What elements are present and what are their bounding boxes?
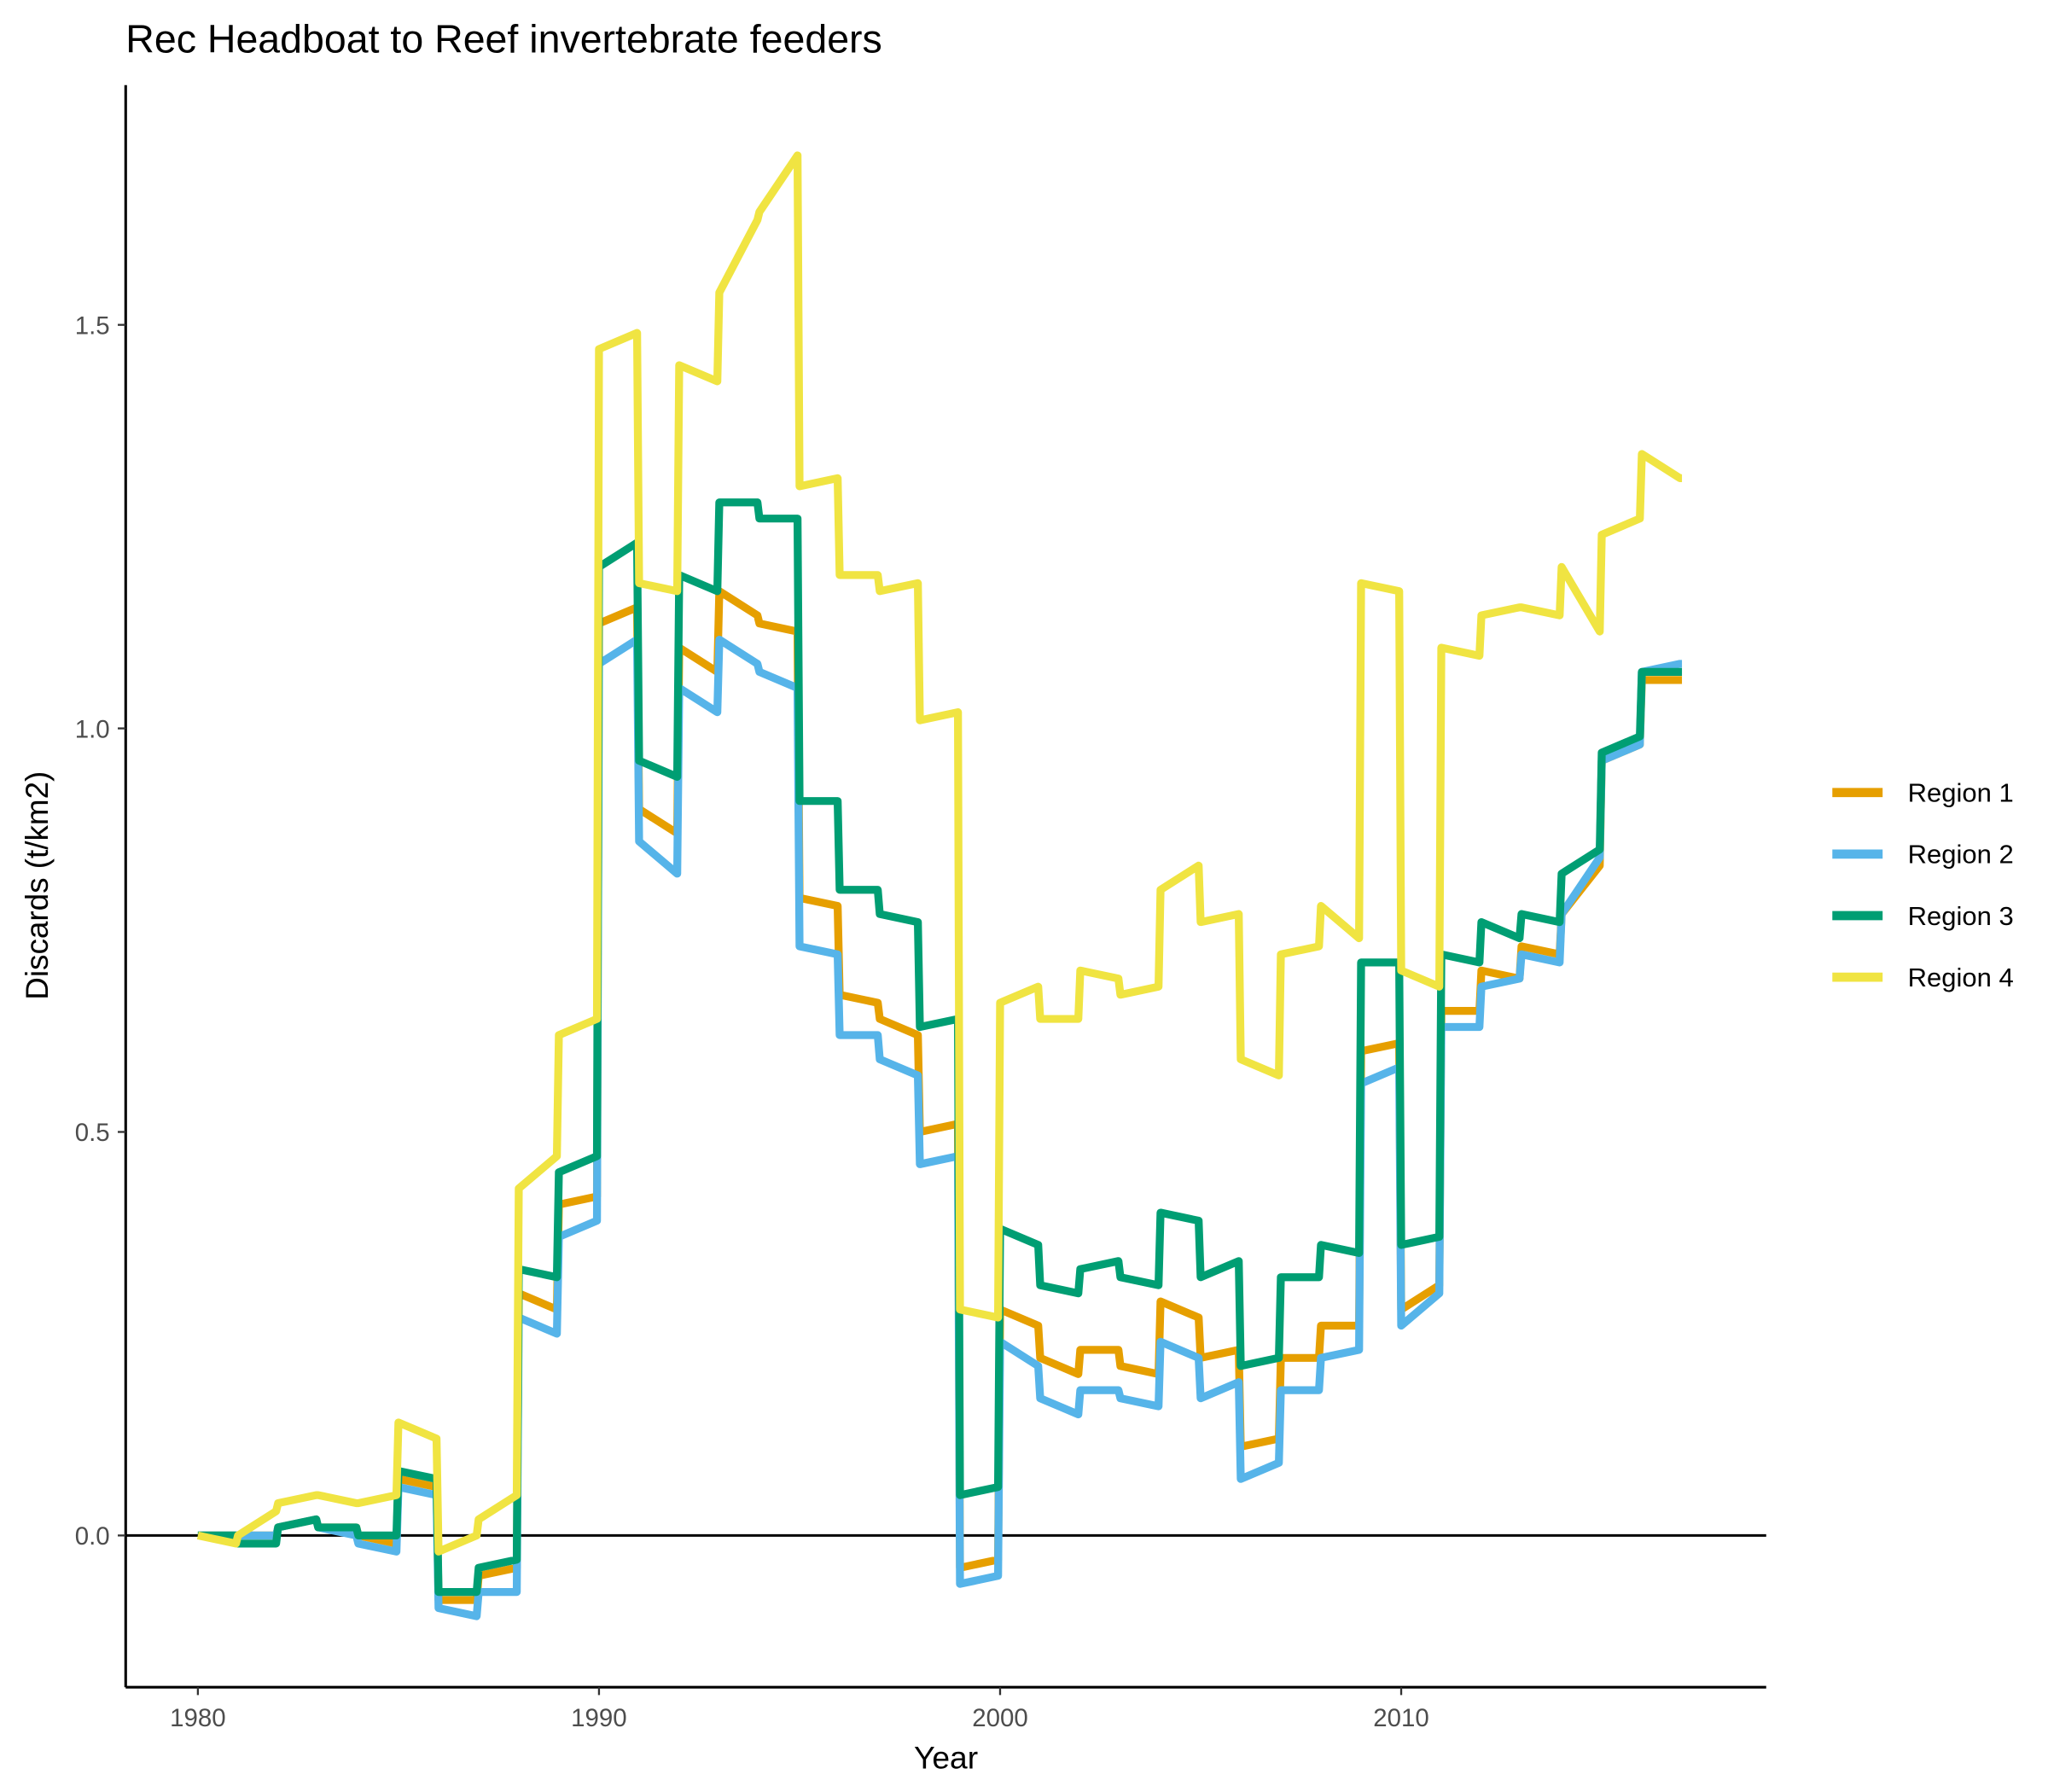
x-tick-label: 1980 — [170, 1704, 226, 1732]
x-axis-label: Year — [914, 1740, 978, 1776]
y-tick-label: 1.0 — [75, 715, 110, 743]
y-tick-label: 1.5 — [75, 312, 110, 340]
y-axis-label: Discards (t/km2) — [19, 771, 55, 1000]
y-tick-label: 0.0 — [75, 1522, 110, 1551]
x-tick-label: 2000 — [972, 1704, 1028, 1732]
x-tick-label: 2010 — [1373, 1704, 1429, 1732]
legend-label: Region 2 — [1908, 840, 2014, 870]
y-tick-label: 0.5 — [75, 1119, 110, 1147]
chart-title: Rec Headboat to Reef invertebrate feeder… — [125, 17, 882, 61]
legend-label: Region 4 — [1908, 963, 2014, 992]
legend-label: Region 1 — [1908, 778, 2014, 808]
legend-label: Region 3 — [1908, 901, 2014, 931]
x-tick-label: 1990 — [571, 1704, 627, 1732]
series-line — [196, 151, 1684, 1556]
series-line — [197, 587, 1684, 1604]
